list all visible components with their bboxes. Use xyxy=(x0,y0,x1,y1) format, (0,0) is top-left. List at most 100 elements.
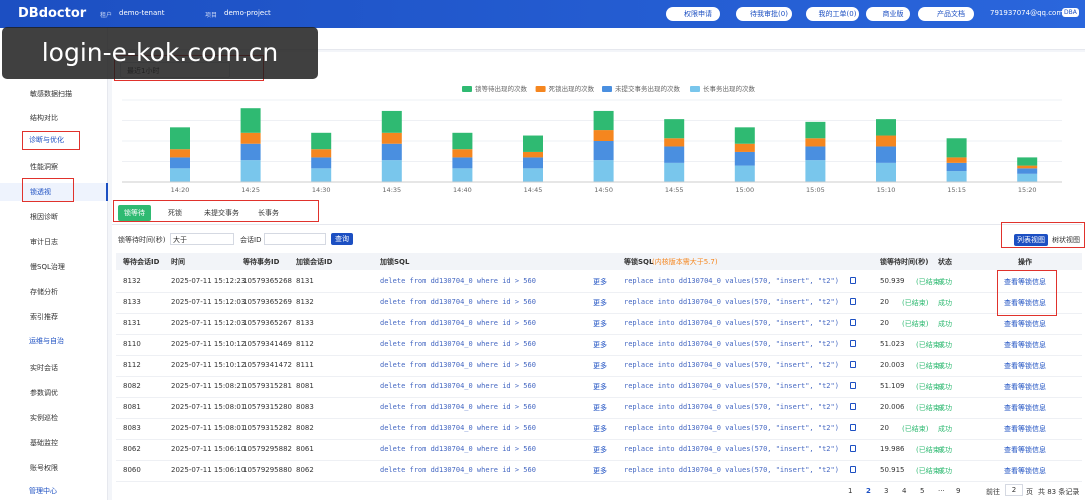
query-button[interactable]: 查询 xyxy=(331,233,353,245)
page-number[interactable]: 3 xyxy=(884,487,889,495)
more-link[interactable]: 更多 xyxy=(593,446,607,454)
sidebar-item[interactable]: 审计日志 xyxy=(30,238,58,246)
header-button[interactable]: 商业版 xyxy=(866,7,910,21)
sidebar-item[interactable]: 敏感数据扫描 xyxy=(30,90,72,98)
copy-icon[interactable] xyxy=(850,466,856,473)
tab[interactable]: 锁等待 xyxy=(118,205,151,221)
filter-input[interactable] xyxy=(264,233,326,245)
page-input[interactable]: 2 xyxy=(1005,484,1023,496)
status: 成功 xyxy=(938,446,952,454)
status: 成功 xyxy=(938,425,952,433)
page-unit: 页 xyxy=(1026,488,1033,496)
filter-op[interactable]: 大于 xyxy=(170,233,234,245)
tab-underline xyxy=(112,224,1082,225)
header-button[interactable]: 产品文档 xyxy=(918,7,974,21)
wait-time: 19.986 xyxy=(880,445,905,453)
action-link[interactable]: 查看等锁信息 xyxy=(1004,320,1046,328)
copy-icon[interactable] xyxy=(850,277,856,284)
page-number[interactable]: 4 xyxy=(902,487,907,495)
action-link[interactable]: 查看等锁信息 xyxy=(1004,425,1046,433)
sql-cell: delete from dd130704_0 where id > 560 xyxy=(380,277,536,285)
sidebar-item[interactable]: 慢SQL治理 xyxy=(30,263,65,271)
tab[interactable]: 死锁 xyxy=(168,209,182,217)
copy-icon[interactable] xyxy=(850,382,856,389)
cell: 8131 xyxy=(123,319,141,327)
cell: 8131 xyxy=(296,277,314,285)
bar-segment xyxy=(170,127,190,150)
tenant[interactable]: demo-tenant xyxy=(119,9,165,17)
view-toggle[interactable]: 列表视图 xyxy=(1014,234,1048,246)
sidebar-group[interactable]: 管理中心 xyxy=(29,487,57,495)
cell: 8132 xyxy=(123,277,141,285)
more-link[interactable]: 更多 xyxy=(593,404,607,412)
status: 成功 xyxy=(938,320,952,328)
sql-cell: replace into dd130704_0 values(570, "ins… xyxy=(624,298,839,306)
sidebar-item[interactable]: 锁透视 xyxy=(0,183,108,201)
copy-icon[interactable] xyxy=(850,445,856,452)
cell: 8082 xyxy=(123,382,141,390)
more-link[interactable]: 更多 xyxy=(593,299,607,307)
page-number[interactable]: 9 xyxy=(956,487,961,495)
header-button[interactable]: 待我审批(0) xyxy=(736,7,792,21)
action-link[interactable]: 查看等锁信息 xyxy=(1004,341,1046,349)
sidebar-item[interactable]: 实时会话 xyxy=(30,364,58,372)
row-line xyxy=(116,481,1082,482)
sidebar-item[interactable]: 结构对比 xyxy=(30,114,58,122)
more-link[interactable]: 更多 xyxy=(593,320,607,328)
bar-segment xyxy=(664,119,685,139)
cell: 10579295882 xyxy=(243,445,292,453)
page-number[interactable]: 1 xyxy=(848,487,853,495)
page-number[interactable]: 2 xyxy=(866,487,871,495)
action-link[interactable]: 查看等锁信息 xyxy=(1004,278,1046,286)
tab[interactable]: 未提交事务 xyxy=(204,209,239,217)
sidebar-item[interactable]: 索引推荐 xyxy=(30,313,58,321)
action-link[interactable]: 查看等锁信息 xyxy=(1004,383,1046,391)
cell: 8133 xyxy=(123,298,141,306)
wait-note: (已结束) xyxy=(916,404,943,412)
sidebar-item[interactable]: 性能洞察 xyxy=(30,163,58,171)
copy-icon[interactable] xyxy=(850,424,856,431)
tab-bar xyxy=(108,28,1085,50)
action-link[interactable]: 查看等锁信息 xyxy=(1004,362,1046,370)
more-link[interactable]: 更多 xyxy=(593,341,607,349)
more-link[interactable]: 更多 xyxy=(593,362,607,370)
more-link[interactable]: 更多 xyxy=(593,383,607,391)
sidebar-group[interactable]: 诊断与优化 xyxy=(29,136,64,144)
page-number[interactable]: 5 xyxy=(920,487,925,495)
cell: 10579341472 xyxy=(243,361,292,369)
page-number[interactable]: ··· xyxy=(938,487,945,495)
sidebar-item[interactable]: 参数调优 xyxy=(30,389,58,397)
header-button[interactable]: 权限申请 xyxy=(666,7,720,21)
copy-icon[interactable] xyxy=(850,298,856,305)
more-link[interactable]: 更多 xyxy=(593,425,607,433)
sidebar-item[interactable]: 实例巡检 xyxy=(30,414,58,422)
sql-cell: delete from dd130704_0 where id > 560 xyxy=(380,403,536,411)
wait-note: (已结束) xyxy=(902,425,929,433)
sidebar-item[interactable]: 账号权限 xyxy=(30,464,58,472)
sidebar-group[interactable]: 运维与自治 xyxy=(29,337,64,345)
copy-icon[interactable] xyxy=(850,319,856,326)
project[interactable]: demo-project xyxy=(224,9,271,17)
more-link[interactable]: 更多 xyxy=(593,467,607,475)
action-link[interactable]: 查看等锁信息 xyxy=(1004,467,1046,475)
sidebar-item[interactable]: 基础监控 xyxy=(30,439,58,447)
sidebar-item[interactable]: 存储分析 xyxy=(30,288,58,296)
cell: 8060 xyxy=(123,466,141,474)
annotation-box xyxy=(113,200,319,222)
copy-icon[interactable] xyxy=(850,340,856,347)
tab[interactable]: 长事务 xyxy=(258,209,279,217)
copy-icon[interactable] xyxy=(850,361,856,368)
action-link[interactable]: 查看等锁信息 xyxy=(1004,446,1046,454)
x-tick-label: 14:30 xyxy=(312,186,331,194)
sidebar xyxy=(0,28,108,500)
bar-segment xyxy=(876,135,896,147)
copy-icon[interactable] xyxy=(850,403,856,410)
sidebar-item[interactable]: 根因诊断 xyxy=(30,213,58,221)
bar-segment xyxy=(381,110,402,133)
action-link[interactable]: 查看等锁信息 xyxy=(1004,299,1046,307)
column-header: 时间 xyxy=(171,258,185,266)
header-button[interactable]: 我的工单(0) xyxy=(806,7,859,21)
more-link[interactable]: 更多 xyxy=(593,278,607,286)
view-toggle[interactable]: 树状视图 xyxy=(1052,236,1080,244)
action-link[interactable]: 查看等锁信息 xyxy=(1004,404,1046,412)
